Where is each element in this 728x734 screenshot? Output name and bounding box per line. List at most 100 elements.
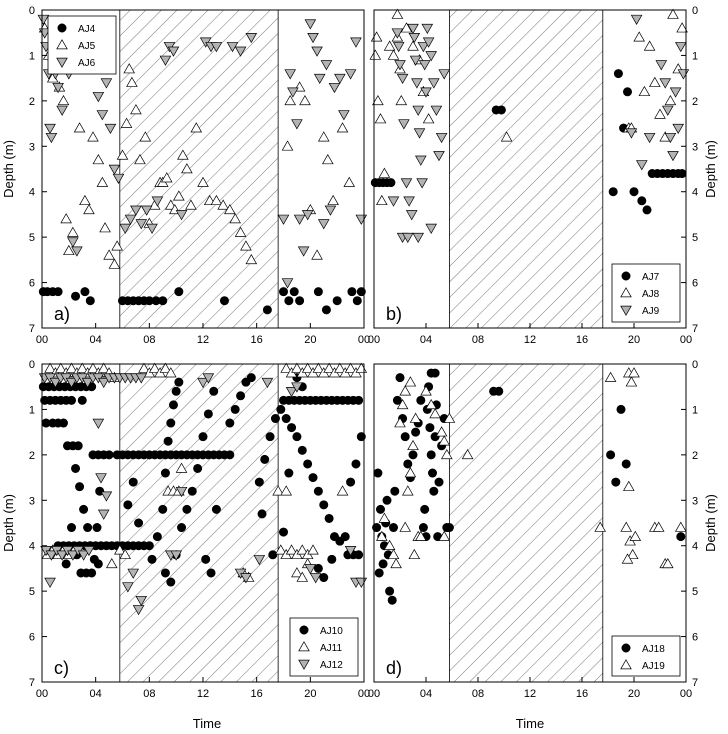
data-point xyxy=(312,362,325,373)
data-point xyxy=(224,203,236,215)
data-point xyxy=(409,412,422,423)
data-point xyxy=(152,532,162,542)
data-point xyxy=(134,518,144,528)
data-point xyxy=(79,194,91,206)
data-point xyxy=(56,550,68,561)
data-point xyxy=(197,377,209,389)
data-point xyxy=(327,554,337,564)
data-point xyxy=(203,409,213,419)
data-point xyxy=(374,568,384,578)
y-axis-label: Depth (m) xyxy=(1,140,16,198)
data-point xyxy=(45,132,58,144)
legend-label: AJ7 xyxy=(642,272,660,283)
data-point xyxy=(108,258,121,269)
legend-label: AJ4 xyxy=(78,24,96,35)
data-point xyxy=(622,480,635,491)
data-point xyxy=(400,22,413,33)
data-point xyxy=(621,459,631,469)
data-point xyxy=(407,439,419,451)
data-point xyxy=(97,377,110,389)
data-point xyxy=(119,548,131,560)
data-point xyxy=(626,548,639,560)
x-tick-label: 00 xyxy=(368,334,380,346)
data-point xyxy=(313,486,323,496)
x-tick-label: 08 xyxy=(143,334,155,346)
data-point xyxy=(338,110,350,121)
data-point xyxy=(425,51,438,62)
data-point xyxy=(356,432,366,442)
data-point xyxy=(291,567,303,578)
data-point xyxy=(340,532,350,542)
legend-marker xyxy=(620,305,632,316)
data-point xyxy=(427,468,437,478)
data-point xyxy=(147,554,157,564)
y-tick-label: 7 xyxy=(692,677,698,689)
legend: AJ10 AJ11 AJ12 xyxy=(289,617,359,677)
data-point xyxy=(667,8,679,19)
data-point xyxy=(159,362,172,373)
data-point xyxy=(114,544,126,555)
data-point xyxy=(202,373,215,384)
data-point xyxy=(347,287,357,297)
data-point xyxy=(37,14,50,25)
data-point xyxy=(409,55,422,66)
data-point xyxy=(253,555,266,566)
data-point xyxy=(387,548,400,560)
y-tick-label: 0 xyxy=(692,5,698,17)
data-point xyxy=(372,94,384,106)
y-tick-label: 0 xyxy=(29,5,35,17)
data-point xyxy=(301,210,314,221)
data-point xyxy=(44,123,56,135)
data-point xyxy=(158,504,168,514)
data-point xyxy=(395,373,405,383)
data-point xyxy=(421,23,434,35)
data-point xyxy=(111,240,123,251)
data-point xyxy=(319,500,329,510)
x-tick-label: 04 xyxy=(90,688,102,700)
data-point xyxy=(83,546,95,557)
data-point xyxy=(411,427,421,437)
data-point xyxy=(210,194,223,206)
data-point xyxy=(327,194,339,206)
x-tick-label: 20 xyxy=(304,334,316,346)
x-tick-label: 20 xyxy=(628,688,640,700)
data-point xyxy=(73,122,86,133)
data-point xyxy=(217,199,229,210)
data-point xyxy=(65,362,78,373)
data-point xyxy=(57,94,70,106)
data-point xyxy=(100,78,113,89)
data-point xyxy=(303,459,313,469)
data-point xyxy=(308,473,318,483)
y-tick-label: 5 xyxy=(692,586,698,598)
data-point xyxy=(375,504,385,514)
data-point xyxy=(187,486,197,496)
data-point xyxy=(323,362,335,373)
data-point xyxy=(398,119,410,130)
data-point xyxy=(307,33,319,44)
data-point xyxy=(293,214,306,225)
data-point xyxy=(44,362,56,373)
data-point xyxy=(620,521,633,532)
data-point xyxy=(234,46,247,57)
data-point xyxy=(311,249,323,260)
data-point xyxy=(383,539,396,550)
data-point xyxy=(270,414,280,424)
data-point xyxy=(394,60,406,71)
data-point xyxy=(229,213,242,224)
data-point xyxy=(87,131,99,142)
data-point xyxy=(230,404,240,414)
y-tick-label: 4 xyxy=(29,187,35,199)
data-point xyxy=(65,377,78,389)
data-point xyxy=(285,387,298,398)
data-point xyxy=(92,523,102,533)
y-tick-label: 1 xyxy=(29,50,35,62)
data-point xyxy=(87,568,97,578)
legend-marker xyxy=(299,625,309,635)
data-point xyxy=(608,187,618,197)
series-AJ18 xyxy=(372,368,686,605)
data-point xyxy=(674,42,687,53)
data-point xyxy=(667,151,679,162)
data-point xyxy=(97,509,110,520)
